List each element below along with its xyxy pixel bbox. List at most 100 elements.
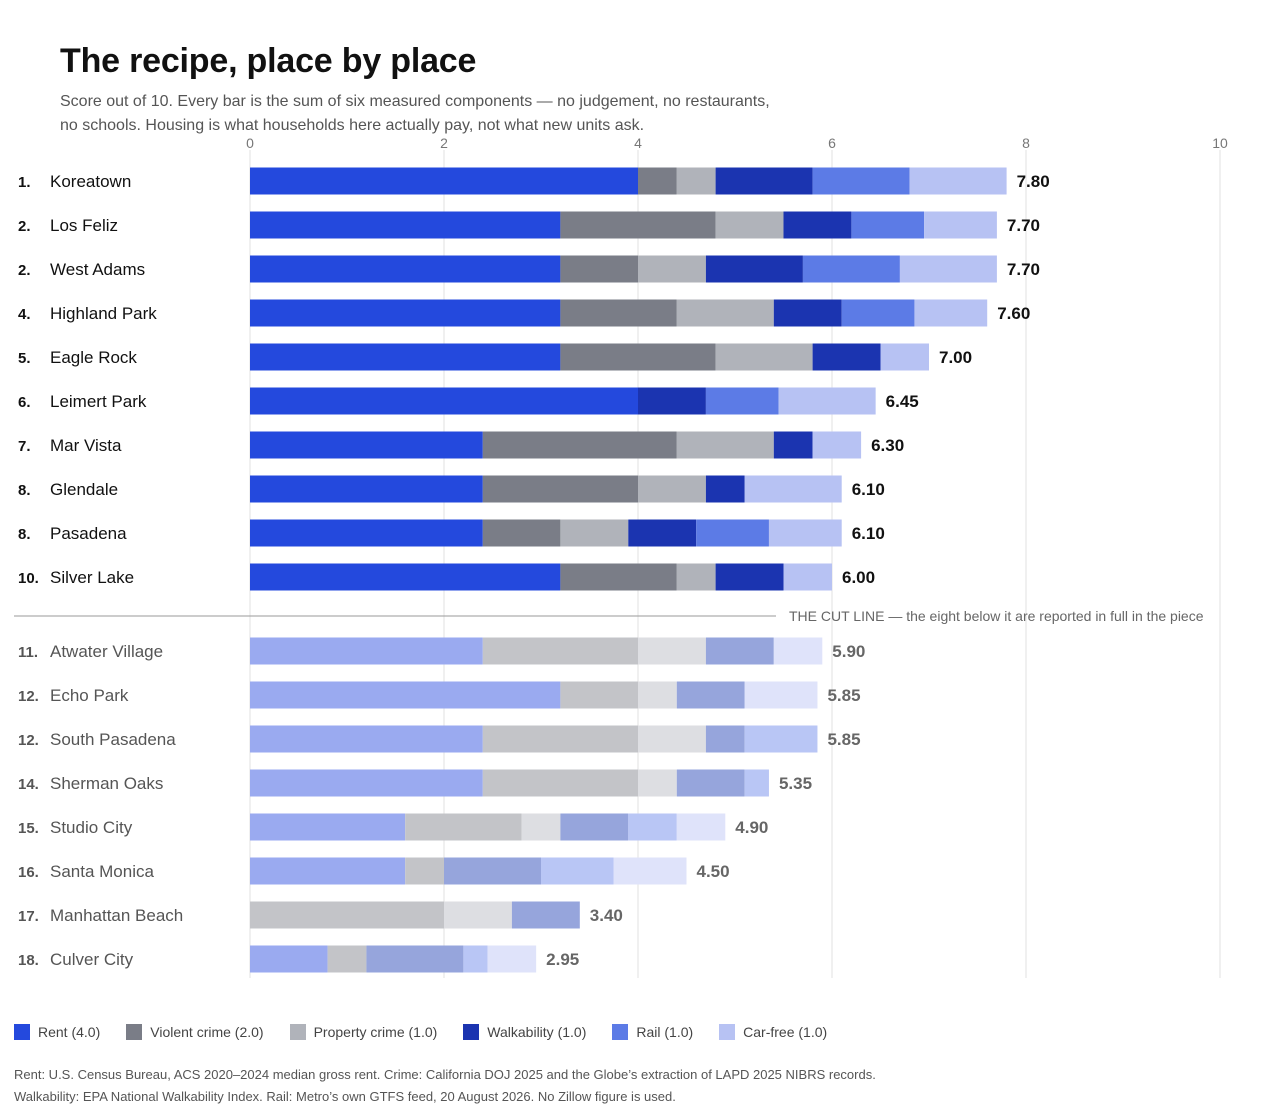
row-total-label: 4.90 [735, 818, 768, 837]
row-rank: 16. [18, 864, 39, 881]
bar-segment [744, 681, 818, 709]
row-total-label: 5.35 [779, 774, 812, 793]
stacked-bar-chart: 0 2 4 6 8 10 1. Koreatown 7.80 2. Los Feliz 7.70 2. W… [14, 135, 1228, 978]
bar-segment [851, 211, 925, 239]
bar-segment [768, 519, 842, 547]
chart-subtitle: Score out of 10. Every bar is the sum of… [60, 93, 770, 134]
row-rank: 17. [18, 908, 39, 925]
row-total-label: 7.70 [1007, 216, 1040, 235]
source-line-2: Walkability: EPA National Walkability In… [14, 1089, 676, 1104]
legend-swatch [289, 1024, 306, 1040]
legend-swatch [14, 1024, 30, 1040]
bar-segment [487, 945, 537, 973]
row-total-label: 2.95 [546, 950, 579, 969]
legend-label: Rail (1.0) [636, 1024, 694, 1040]
row-rank: 10. [18, 570, 39, 587]
row-rank: 5. [18, 350, 31, 367]
bar-segment [250, 167, 638, 195]
row-rank: 15. [18, 820, 39, 837]
bar-segment [463, 945, 488, 973]
row-total-label: 7.60 [997, 304, 1030, 323]
bar-segment [482, 637, 638, 665]
bar-segment [250, 769, 483, 797]
bar-segment [715, 343, 813, 371]
row-name: Silver Lake [50, 568, 134, 587]
bar-segment [613, 857, 687, 885]
bar-segment [638, 255, 706, 283]
bar-segment [778, 387, 876, 415]
row-total-label: 5.85 [827, 686, 860, 705]
bar-segment [560, 211, 716, 239]
bar-segment [250, 343, 561, 371]
legend-item-car-free: Car-free (1.0) [719, 1024, 827, 1040]
row-total-label: 4.50 [697, 862, 730, 881]
bar-segment [250, 519, 483, 547]
bar-segment [250, 299, 561, 327]
chart-title: The recipe, place by place [60, 42, 477, 80]
bar-segment [715, 563, 784, 591]
bar-segment [482, 431, 677, 459]
bar-segment [638, 769, 677, 797]
bar-segment [560, 255, 638, 283]
row-rank: 1. [18, 174, 31, 191]
x-tick-label: 8 [1022, 135, 1030, 151]
legend-label: Property crime (1.0) [313, 1024, 438, 1040]
bar-segment [676, 769, 745, 797]
row-name: Studio City [50, 818, 133, 837]
row-total-label: 6.10 [852, 524, 885, 543]
x-tick-label: 4 [634, 135, 642, 151]
row-total-label: 3.40 [590, 906, 623, 925]
row-name: Los Feliz [50, 216, 118, 235]
bar-segment [250, 211, 561, 239]
bar-segment [250, 637, 483, 665]
legend-label: Walkability (1.0) [487, 1024, 587, 1040]
row-name: Koreatown [50, 172, 131, 191]
bar-segment [812, 167, 910, 195]
x-tick-label: 0 [246, 135, 254, 151]
row-rank: 12. [18, 688, 39, 705]
bar-segment [560, 563, 677, 591]
row-name: Highland Park [50, 304, 157, 323]
legend-label: Car-free (1.0) [743, 1024, 828, 1040]
row-rank: 2. [18, 218, 31, 235]
legend-swatch [612, 1024, 629, 1040]
cut-line-label: THE CUT LINE — the eight below it are re… [789, 608, 1204, 624]
row-total-label: 6.45 [886, 392, 919, 411]
legend-label: Violent crime (2.0) [150, 1024, 264, 1040]
row-rank: 8. [18, 526, 31, 543]
bar-segment [773, 299, 842, 327]
bar-segment [744, 475, 842, 503]
bar-segment [924, 211, 997, 239]
bar-segment [676, 681, 745, 709]
bar-segment [802, 255, 900, 283]
bar-segment [705, 255, 803, 283]
bar-segment [250, 813, 406, 841]
bar-segment [744, 725, 818, 753]
bar-segment [638, 637, 706, 665]
row-name: West Adams [50, 260, 145, 279]
bar-segment [638, 387, 706, 415]
bar-segment [628, 813, 677, 841]
legend-item-violent-crime: Violent crime (2.0) [126, 1024, 264, 1040]
legend-label: Rent (4.0) [38, 1024, 101, 1040]
legend-item-walkability: Walkability (1.0) [463, 1024, 586, 1040]
bar-segment [250, 431, 483, 459]
bar-segment [638, 475, 706, 503]
legend-swatch [719, 1024, 736, 1040]
row-name: Manhattan Beach [50, 906, 183, 925]
bar-segment [405, 857, 444, 885]
bar-segment [914, 299, 988, 327]
bar-segment [250, 857, 406, 885]
x-tick-label: 2 [440, 135, 448, 151]
bar-segment [676, 299, 774, 327]
bar-segment [705, 637, 774, 665]
bar-segment [638, 681, 677, 709]
row-name: Sherman Oaks [50, 774, 163, 793]
bar-segment [366, 945, 464, 973]
bar-segment [560, 519, 629, 547]
bar-segment [560, 813, 629, 841]
row-rank: 7. [18, 438, 31, 455]
bar-segment [783, 211, 852, 239]
source-note: Rent: U.S. Census Bureau, ACS 2020–2024 … [14, 1064, 1254, 1108]
bar-segment [705, 475, 745, 503]
